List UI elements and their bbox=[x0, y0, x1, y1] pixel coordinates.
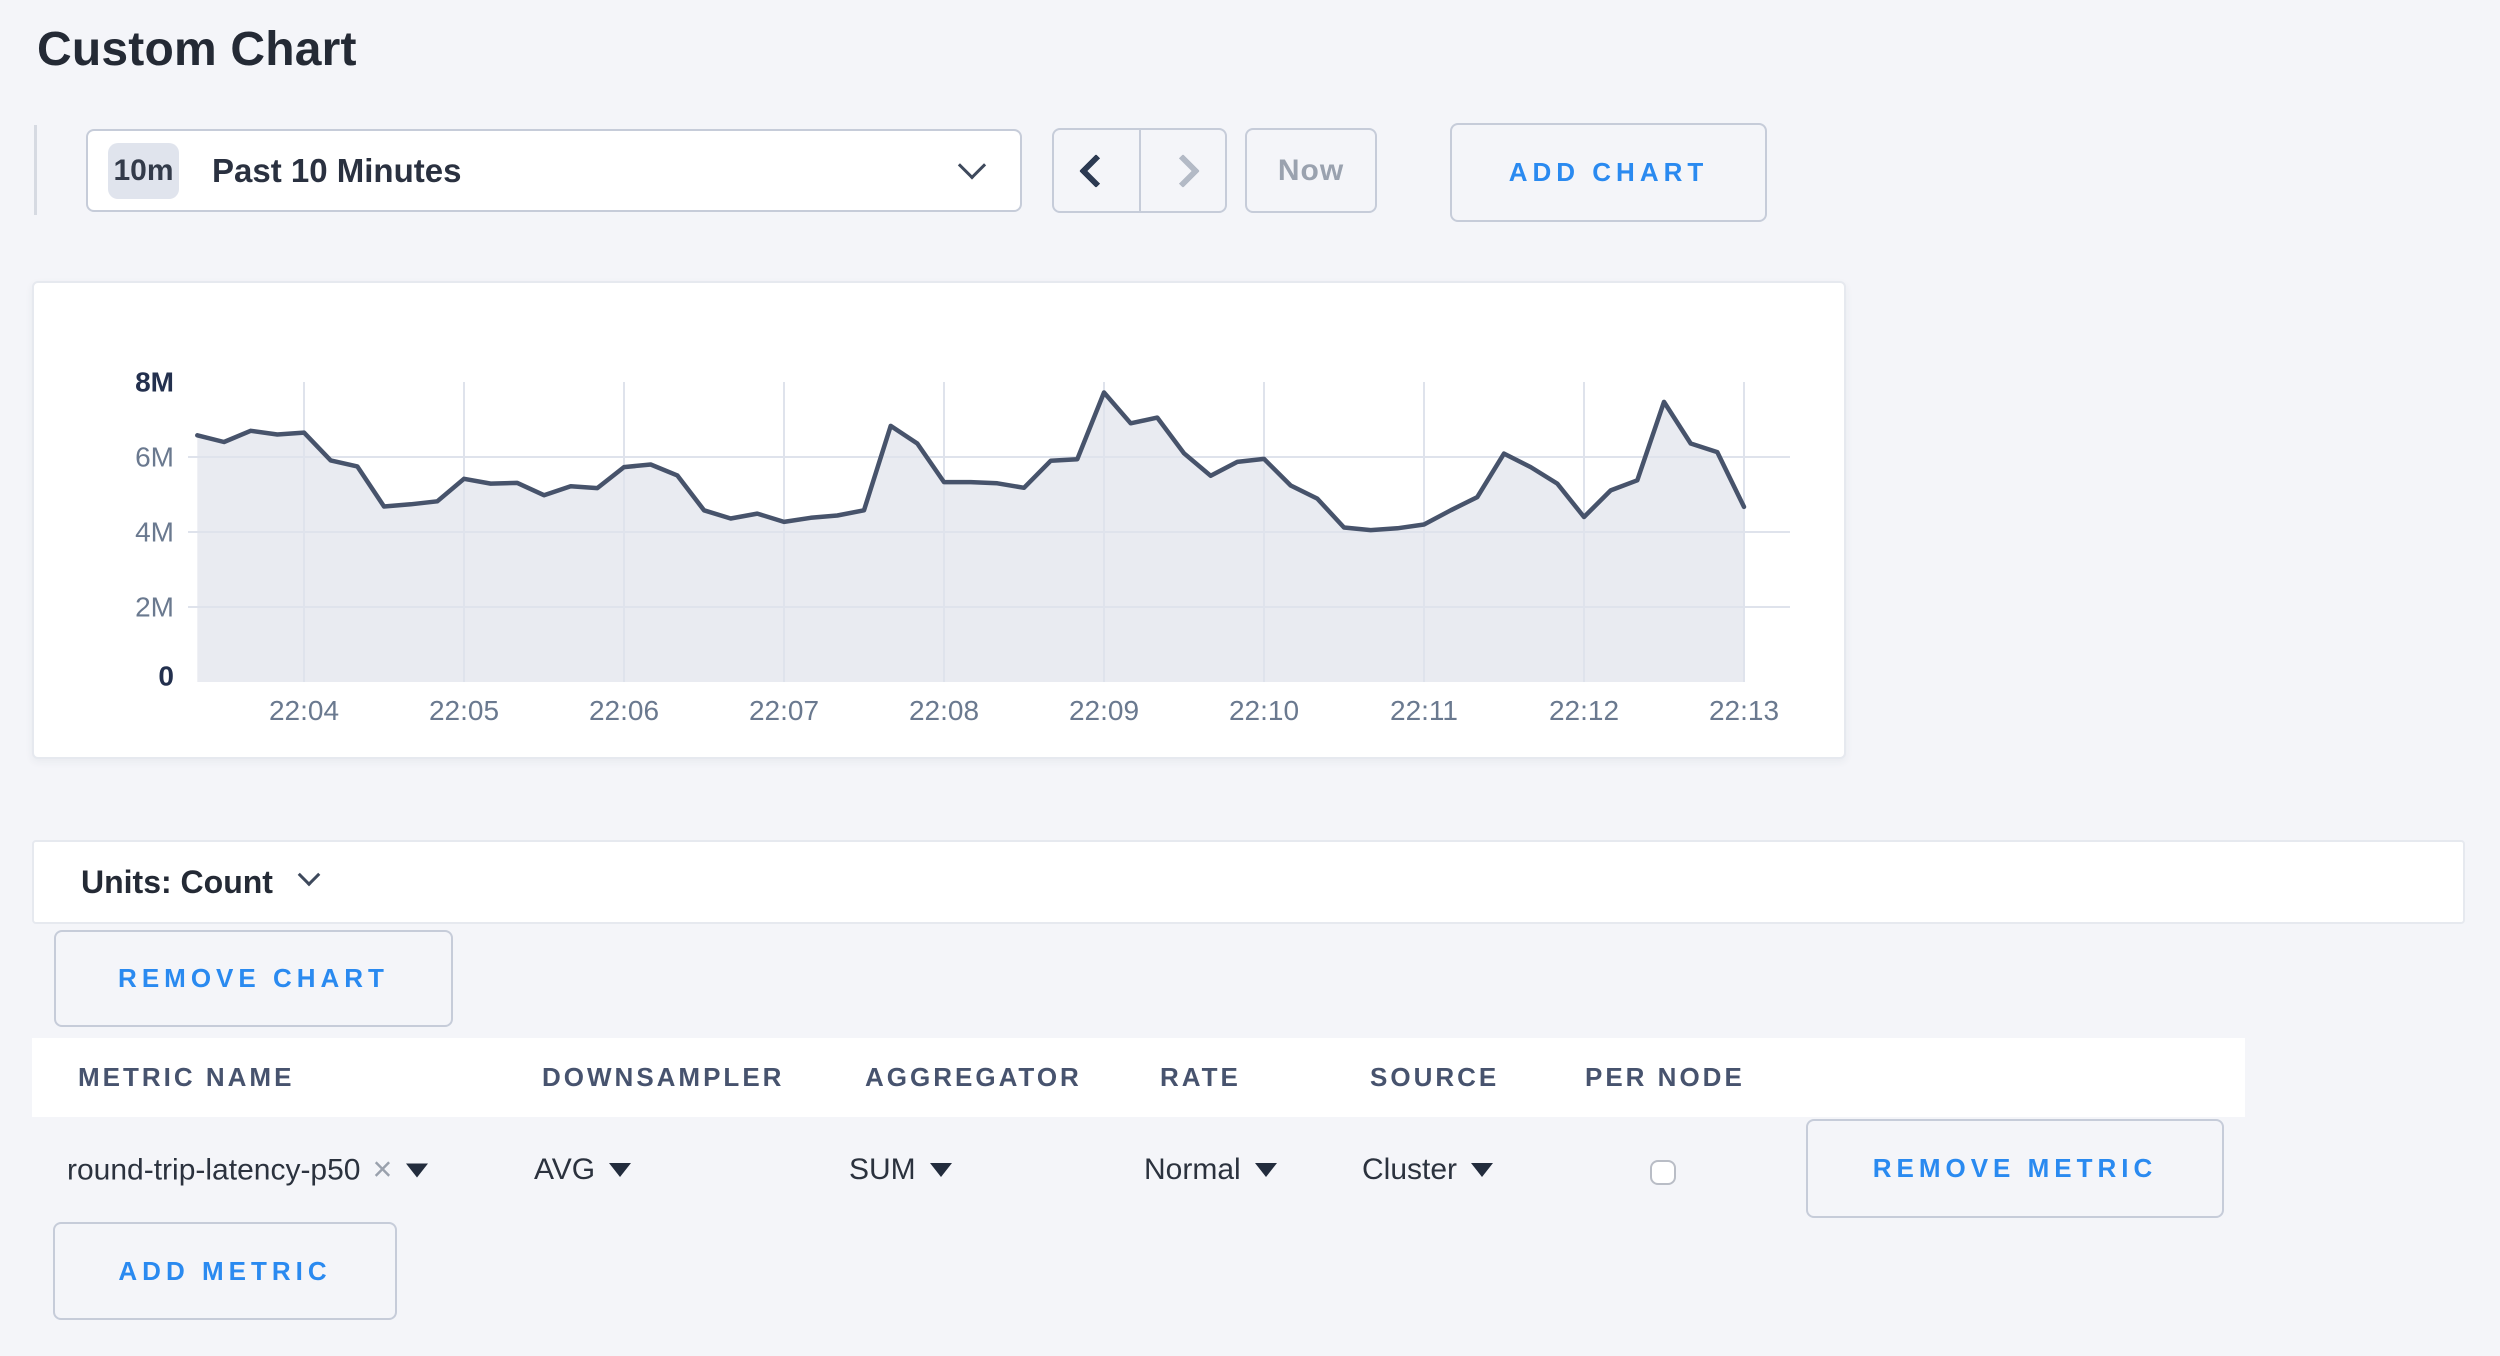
remove-metric-button[interactable]: REMOVE METRIC bbox=[1806, 1119, 2224, 1218]
metric-name-value: round-trip-latency-p50 bbox=[67, 1153, 361, 1186]
clear-metric-icon[interactable]: × bbox=[372, 1150, 393, 1189]
x-axis-tick-label: 22:12 bbox=[1549, 695, 1619, 726]
x-axis-tick-label: 22:06 bbox=[589, 695, 659, 726]
next-range-button[interactable] bbox=[1138, 130, 1226, 211]
page-title: Custom Chart bbox=[37, 23, 357, 76]
column-header-per-node: PER NODE bbox=[1585, 1062, 1745, 1092]
y-axis-tick-label: 6M bbox=[135, 442, 174, 473]
series-area-fill bbox=[197, 392, 1744, 682]
caret-down-icon bbox=[929, 1163, 952, 1177]
units-dropdown[interactable]: Units: Count bbox=[32, 840, 2465, 924]
add-chart-button[interactable]: ADD CHART bbox=[1450, 123, 1767, 222]
metrics-table-header: METRIC NAME DOWNSAMPLER AGGREGATOR RATE … bbox=[32, 1038, 2245, 1117]
metric-name-select[interactable]: round-trip-latency-p50 × bbox=[67, 1150, 429, 1190]
x-axis-tick-label: 22:09 bbox=[1069, 695, 1139, 726]
x-axis-tick-label: 22:08 bbox=[909, 695, 979, 726]
column-header-metric-name: METRIC NAME bbox=[78, 1062, 295, 1092]
remove-chart-button[interactable]: REMOVE CHART bbox=[54, 930, 453, 1027]
series-line bbox=[195, 390, 1747, 533]
x-axis-tick-label: 22:10 bbox=[1229, 695, 1299, 726]
chevron-down-icon bbox=[957, 150, 987, 179]
time-range-badge: 10m bbox=[108, 142, 179, 199]
x-axis-tick-label: 22:05 bbox=[429, 695, 499, 726]
source-select[interactable]: Cluster bbox=[1362, 1153, 1494, 1187]
units-label: Units: Count bbox=[81, 863, 273, 900]
x-axis-tick-label: 22:13 bbox=[1709, 695, 1779, 726]
time-range-label: Past 10 Minutes bbox=[212, 151, 462, 189]
y-axis-tick-label: 4M bbox=[135, 517, 174, 548]
chevron-left-icon bbox=[1079, 153, 1114, 188]
add-metric-button[interactable]: ADD METRIC bbox=[53, 1222, 397, 1320]
source-value: Cluster bbox=[1362, 1153, 1458, 1186]
column-header-downsampler: DOWNSAMPLER bbox=[542, 1062, 785, 1092]
metric-area-chart: 0 2M 4M 6M 8M 22:04 22:05 22:06 22:07 22:08 22:09 2… bbox=[135, 367, 1790, 726]
caret-down-icon bbox=[609, 1163, 632, 1177]
column-header-source: SOURCE bbox=[1370, 1062, 1500, 1092]
chevron-down-icon bbox=[297, 863, 321, 887]
time-range-dropdown[interactable]: 10m Past 10 Minutes bbox=[86, 129, 1022, 212]
time-range-nav bbox=[1052, 128, 1227, 213]
y-axis-tick-label: 2M bbox=[135, 592, 174, 623]
toolbar-divider bbox=[34, 125, 37, 215]
x-axis-tick-label: 22:11 bbox=[1390, 695, 1458, 726]
column-header-rate: RATE bbox=[1160, 1062, 1241, 1092]
chevron-right-icon bbox=[1165, 153, 1200, 188]
y-axis-tick-label: 0 bbox=[158, 661, 174, 692]
column-header-aggregator: AGGREGATOR bbox=[865, 1062, 1082, 1092]
caret-down-icon bbox=[1471, 1163, 1494, 1177]
rate-value: Normal bbox=[1144, 1153, 1241, 1186]
x-axis-tick-label: 22:07 bbox=[749, 695, 819, 726]
now-button[interactable]: Now bbox=[1245, 128, 1377, 213]
downsampler-value: AVG bbox=[534, 1153, 596, 1186]
caret-down-icon bbox=[1254, 1163, 1277, 1177]
chart-card: 0 2M 4M 6M 8M 22:04 22:05 22:06 22:07 22:08 22:09 2… bbox=[32, 281, 1846, 759]
caret-down-icon bbox=[406, 1163, 429, 1177]
prev-range-button[interactable] bbox=[1054, 130, 1139, 211]
per-node-checkbox[interactable] bbox=[1650, 1160, 1676, 1185]
downsampler-select[interactable]: AVG bbox=[534, 1153, 632, 1187]
x-axis-tick-label: 22:04 bbox=[269, 695, 339, 726]
y-axis-tick-label: 8M bbox=[135, 367, 174, 398]
aggregator-value: SUM bbox=[849, 1153, 916, 1186]
rate-select[interactable]: Normal bbox=[1144, 1153, 1277, 1187]
aggregator-select[interactable]: SUM bbox=[849, 1153, 952, 1187]
